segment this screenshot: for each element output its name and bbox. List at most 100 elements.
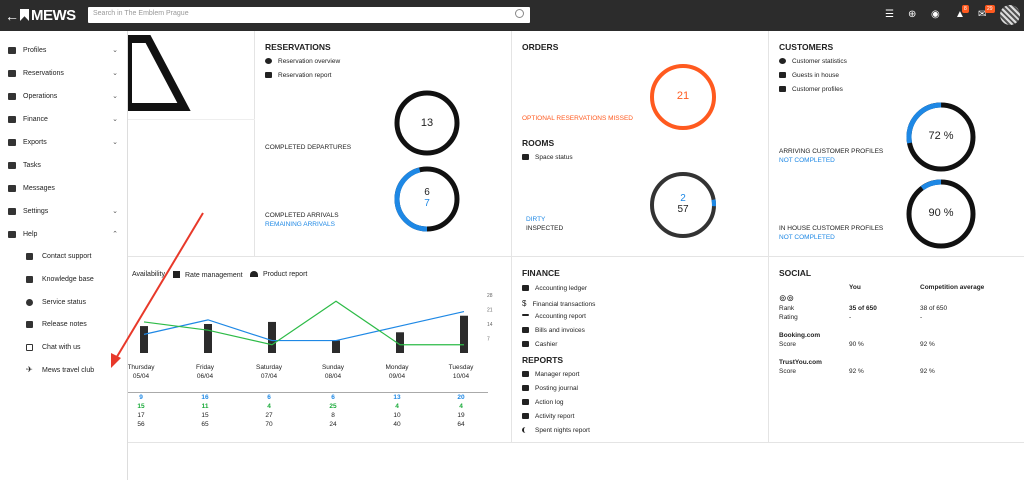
plane-icon: ✈ (26, 365, 33, 374)
status-icon (26, 299, 33, 306)
sidebar-item-contact-support[interactable]: Contact support (0, 246, 128, 268)
search-icon[interactable] (515, 9, 524, 18)
arrivals-donut (394, 166, 460, 232)
sidebar-item-label: Reservations (23, 70, 64, 77)
avatar[interactable] (1000, 5, 1020, 25)
tripadvisor-icon: ⊚⊚ (779, 293, 795, 303)
tab-rate-management[interactable]: Rate management (173, 271, 243, 279)
sidebar-item-finance[interactable]: Finance ⌄ (0, 109, 128, 131)
remaining-arrivals-label[interactable]: REMAINING ARRIVALS (265, 221, 335, 228)
moon-icon (522, 427, 529, 433)
journal-icon (522, 385, 529, 391)
ledger-icon (522, 285, 529, 291)
arrivals-value: 6 (424, 187, 430, 198)
sidebar-item-label: Help (23, 231, 38, 238)
link-label: Cashier (535, 341, 558, 348)
reservation-report-link[interactable]: Reservation report (265, 72, 331, 79)
sidebar-item-knowledge-base[interactable]: Knowledge base (0, 269, 128, 291)
accounting-ledger-link[interactable]: Accounting ledger (522, 285, 587, 292)
notification-badge: 8 (962, 5, 969, 13)
day-value-1: 20 (457, 394, 465, 401)
activity-report-link[interactable]: Activity report (522, 413, 574, 420)
link-label: Spent nights report (535, 427, 590, 434)
sidebar-item-settings[interactable]: Settings ⌄ (0, 201, 128, 223)
eye-icon (265, 58, 272, 64)
reservations-panel: RESERVATIONS Reservation overview Reserv… (255, 31, 512, 257)
sidebar-item-reservations[interactable]: Reservations ⌄ (0, 63, 128, 85)
tab-product-report[interactable]: Product report (250, 271, 307, 278)
day-value-2: 15 (137, 403, 145, 410)
trustyou-comp: 92 % (920, 368, 935, 375)
people-icon (779, 86, 786, 92)
customer-statistics-link[interactable]: Customer statistics (779, 58, 847, 65)
space-status-link[interactable]: Space status (522, 154, 573, 161)
bell-icon[interactable]: ▲ (955, 9, 965, 20)
add-icon[interactable]: ⊕ (908, 9, 917, 20)
trend-icon (522, 314, 529, 316)
sidebar-item-label: Settings (23, 208, 49, 215)
missed-value: 21 (676, 90, 690, 102)
tab-label: Product report (263, 271, 308, 278)
day-column: Saturday 07/04 6 4 27 70 (244, 363, 294, 429)
spent-nights-report-link[interactable]: Spent nights report (522, 427, 590, 434)
arriving-value: 72 % (928, 130, 954, 142)
reservation-overview-link[interactable]: Reservation overview (265, 58, 340, 65)
divider (128, 119, 255, 120)
chat-bubble-icon (26, 344, 33, 351)
cashier-link[interactable]: Cashier (522, 341, 557, 348)
mews-logo[interactable]: MEWS (20, 7, 76, 24)
arriving-not-completed[interactable]: NOT COMPLETED (779, 157, 835, 164)
mail-icon[interactable]: ✉ (978, 9, 987, 20)
sidebar-item-mews-travel-club[interactable]: ✈ Mews travel club (0, 360, 128, 382)
chevron-down-icon: ⌄ (112, 70, 118, 77)
pie-icon (779, 58, 786, 64)
sidebar-item-release-notes[interactable]: Release notes (0, 314, 128, 336)
sidebar-item-exports[interactable]: Exports ⌄ (0, 132, 128, 154)
posting-journal-link[interactable]: Posting journal (522, 385, 578, 392)
link-label: Bills and invoices (535, 327, 585, 334)
y-tick-label: 7 (487, 337, 490, 343)
day-value-2: 4 (459, 403, 463, 410)
sidebar-item-label: Service status (42, 299, 86, 306)
inhouse-not-completed[interactable]: NOT COMPLETED (779, 234, 835, 241)
customer-profiles-link[interactable]: Customer profiles (779, 86, 843, 93)
sidebar-item-label: Contact support (42, 253, 92, 260)
manager-report-link[interactable]: Manager report (522, 371, 579, 378)
day-value-3: 17 (137, 412, 145, 419)
trustyou-you: 92 % (849, 368, 864, 375)
link-label: Action log (535, 399, 564, 406)
sidebar-item-label: Release notes (42, 321, 87, 328)
sidebar-item-service-status[interactable]: Service status (0, 292, 128, 314)
list-icon[interactable]: ☰ (885, 9, 894, 20)
remaining-value: 7 (424, 198, 430, 209)
guests-in-house-link[interactable]: Guests in house (779, 72, 839, 79)
day-value-4: 65 (201, 421, 209, 428)
sidebar-item-operations[interactable]: Operations ⌄ (0, 86, 128, 108)
link-label: Reservation overview (278, 58, 341, 65)
sidebar-item-profiles[interactable]: Profiles ⌄ (0, 40, 128, 62)
departures-value: 13 (420, 117, 434, 129)
search-input[interactable]: Search in The Emblem Prague (88, 7, 530, 23)
back-arrow-icon[interactable]: ← (5, 8, 19, 24)
sidebar-item-help[interactable]: Help ⌃ (0, 224, 128, 246)
reports-title: REPORTS (522, 355, 564, 365)
people-icon (8, 47, 16, 54)
dirty-label[interactable]: DIRTY (526, 216, 546, 223)
day-column: Tuesday 10/04 20 4 19 64 (436, 363, 486, 429)
financial-transactions-link[interactable]: $ Financial transactions (522, 299, 595, 308)
action-log-link[interactable]: Action log (522, 399, 564, 406)
bills-invoices-link[interactable]: Bills and invoices (522, 327, 585, 334)
tab-availability[interactable]: Availability (132, 271, 165, 278)
home-icon (779, 72, 786, 78)
chart-divider (128, 392, 488, 393)
eye-icon[interactable]: ◉ (931, 9, 940, 20)
link-label: Guests in house (792, 72, 839, 79)
day-value-1: 13 (393, 394, 401, 401)
sidebar-item-tasks[interactable]: Tasks (0, 155, 128, 177)
sidebar-item-messages[interactable]: Messages (0, 178, 128, 200)
accounting-report-link[interactable]: Accounting report (522, 313, 586, 320)
day-value-4: 56 (137, 421, 145, 428)
sidebar-item-chat-with-us[interactable]: Chat with us (0, 337, 128, 359)
missed-label[interactable]: OPTIONAL RESERVATIONS MISSED (522, 115, 634, 122)
forecast-panel: Availability Rate management Product rep… (127, 257, 512, 443)
